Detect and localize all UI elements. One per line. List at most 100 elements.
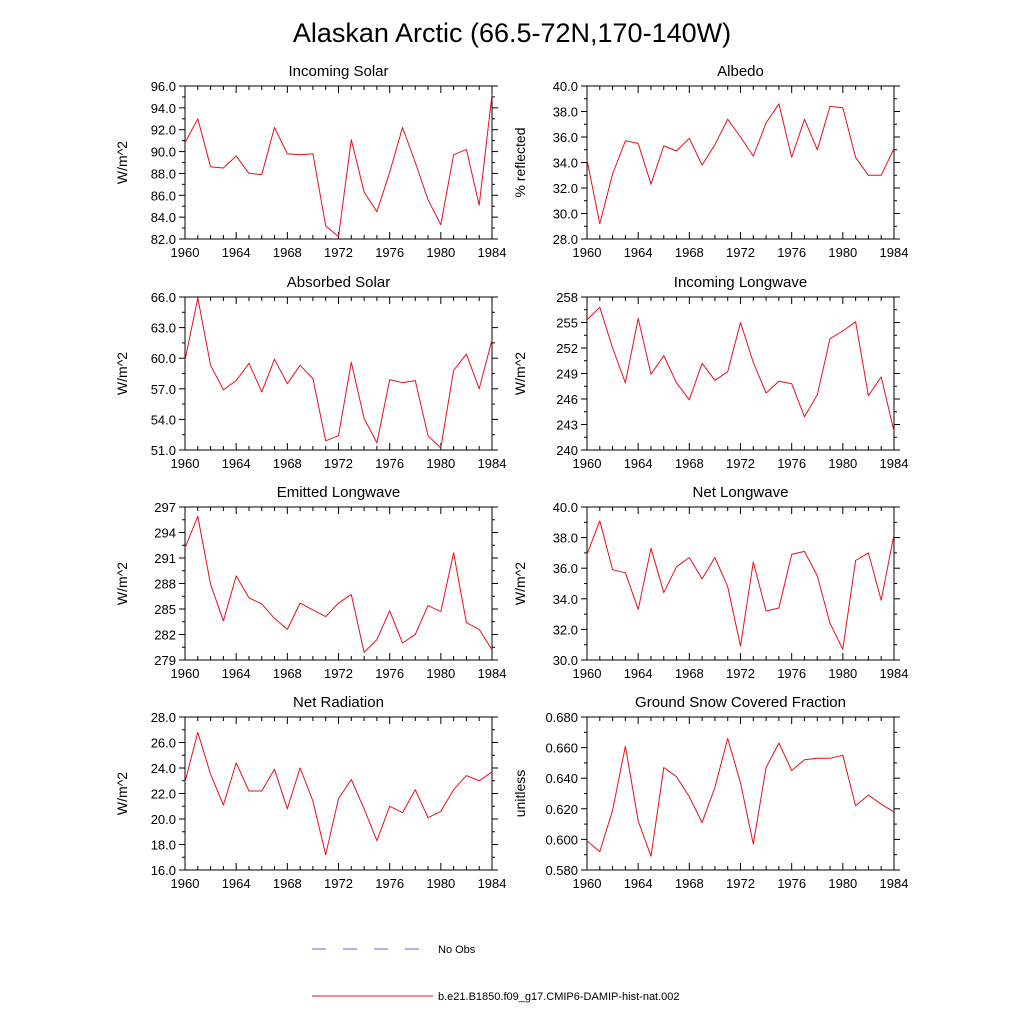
series-line <box>586 737 895 857</box>
y-tick-label: 0.620 <box>545 802 578 817</box>
x-tick-label: 1976 <box>375 456 404 471</box>
x-tick-label: 1964 <box>222 666 251 681</box>
series-line <box>586 520 895 650</box>
x-tick-label: 1968 <box>675 666 704 681</box>
y-tick-label: 86.0 <box>151 188 176 203</box>
panel-title: Incoming Longwave <box>674 274 807 291</box>
x-tick-label: 1972 <box>324 666 353 681</box>
y-tick-label: 246 <box>556 392 578 407</box>
panel-title: Absorbed Solar <box>287 274 390 291</box>
y-tick-label: 94.0 <box>151 101 176 116</box>
x-tick-label: 1964 <box>222 245 251 260</box>
y-tick-label: 0.660 <box>545 741 578 756</box>
y-tick-label: 66.0 <box>151 290 176 305</box>
plot-frame <box>184 716 493 871</box>
series-line <box>586 306 895 432</box>
x-tick-label: 1964 <box>624 876 653 891</box>
legend-model-label: b.e21.B1850.f09_g17.CMIP6-DAMIP-hist-nat… <box>438 991 680 1003</box>
y-tick-label: 243 <box>556 418 578 433</box>
y-axis-label: W/m^2 <box>114 772 130 815</box>
panel-net-longwave: Net Longwave 1960 1964 1968 1972 1976 1980 1984… <box>512 484 908 681</box>
y-tick-label: 279 <box>154 653 176 668</box>
y-tick-label: 34.0 <box>553 156 578 171</box>
legend: No Obs b.e21.B1850.f09_g17.CMIP6-DAMIP-h… <box>312 944 680 1003</box>
x-tick-label: 1980 <box>426 876 455 891</box>
panel-title: Incoming Solar <box>288 63 388 80</box>
x-tick-label: 1960 <box>573 245 602 260</box>
y-tick-label: 22.0 <box>151 787 176 802</box>
y-tick-label: 0.680 <box>545 710 578 725</box>
x-tick-label: 1968 <box>675 876 704 891</box>
x-tick-label: 1976 <box>375 666 404 681</box>
panel-title: Net Radiation <box>293 694 384 711</box>
x-tick-label: 1960 <box>171 456 200 471</box>
panel-ground-snow-covered-fraction: Ground Snow Covered Fraction 1960 1964 1968… <box>512 694 908 891</box>
y-tick-label: 258 <box>556 290 578 305</box>
y-tick-label: 0.640 <box>545 771 578 786</box>
y-tick-label: 38.0 <box>553 531 578 546</box>
x-tick-label: 1980 <box>828 456 857 471</box>
series-line <box>586 103 895 225</box>
y-tick-label: 26.0 <box>151 736 176 751</box>
y-tick-label: 282 <box>154 628 176 643</box>
panel-incoming-longwave: Incoming Longwave 1960 1964 1968 1972 1976 198… <box>512 274 908 471</box>
y-tick-label: 88.0 <box>151 166 176 181</box>
y-tick-label: 92.0 <box>151 123 176 138</box>
x-tick-label: 1980 <box>828 245 857 260</box>
panel-title: Albedo <box>717 63 764 80</box>
y-tick-label: 30.0 <box>553 207 578 222</box>
y-tick-label: 82.0 <box>151 232 176 247</box>
x-tick-label: 1964 <box>624 456 653 471</box>
y-tick-label: 16.0 <box>151 863 176 878</box>
x-tick-label: 1984 <box>478 876 507 891</box>
y-axis-label: unitless <box>512 770 528 817</box>
y-tick-label: 36.0 <box>553 130 578 145</box>
y-tick-label: 30.0 <box>553 653 578 668</box>
x-tick-label: 1976 <box>777 245 806 260</box>
y-tick-label: 57.0 <box>151 382 176 397</box>
y-axis-label: W/m^2 <box>114 141 130 184</box>
x-tick-label: 1972 <box>324 245 353 260</box>
main-title: Alaskan Arctic (66.5-72N,170-140W) <box>293 18 731 48</box>
y-tick-label: 90.0 <box>151 145 176 160</box>
y-tick-label: 40.0 <box>553 79 578 94</box>
x-tick-label: 1984 <box>880 876 909 891</box>
x-tick-label: 1972 <box>726 245 755 260</box>
plot-frame <box>184 506 493 661</box>
x-tick-label: 1984 <box>478 456 507 471</box>
y-tick-label: 285 <box>154 602 176 617</box>
y-axis-label: W/m^2 <box>512 562 528 605</box>
panel-incoming-solar: Incoming Solar 1960 1964 1968 1972 1976 1980 19… <box>114 63 506 260</box>
panel-emitted-longwave: Emitted Longwave 1960 1964 1968 1972 1976 1980… <box>114 484 506 681</box>
x-tick-label: 1960 <box>171 666 200 681</box>
y-tick-label: 28.0 <box>151 710 176 725</box>
y-axis-label: W/m^2 <box>512 352 528 395</box>
y-axis-label: W/m^2 <box>114 352 130 395</box>
panel-net-radiation: Net Radiation 1960 1964 1968 1972 1976 1980 198… <box>114 694 506 891</box>
x-tick-label: 1984 <box>478 245 507 260</box>
x-tick-label: 1980 <box>828 666 857 681</box>
x-tick-label: 1976 <box>375 876 404 891</box>
x-tick-label: 1976 <box>777 456 806 471</box>
plot-frame <box>586 85 895 240</box>
plot-frame <box>184 85 493 240</box>
series-line <box>184 297 493 449</box>
x-tick-label: 1976 <box>777 876 806 891</box>
x-tick-label: 1980 <box>426 245 455 260</box>
x-tick-label: 1976 <box>375 245 404 260</box>
x-tick-label: 1968 <box>273 245 302 260</box>
y-tick-label: 38.0 <box>553 105 578 120</box>
x-tick-label: 1968 <box>273 456 302 471</box>
x-tick-label: 1972 <box>726 876 755 891</box>
x-tick-label: 1960 <box>171 876 200 891</box>
y-tick-label: 18.0 <box>151 838 176 853</box>
y-tick-label: 32.0 <box>553 181 578 196</box>
x-tick-label: 1968 <box>273 876 302 891</box>
y-tick-label: 54.0 <box>151 412 176 427</box>
x-tick-label: 1960 <box>573 666 602 681</box>
y-tick-label: 255 <box>556 316 578 331</box>
y-tick-label: 51.0 <box>151 443 176 458</box>
panel-title: Ground Snow Covered Fraction <box>635 694 846 711</box>
y-tick-label: 0.580 <box>545 863 578 878</box>
